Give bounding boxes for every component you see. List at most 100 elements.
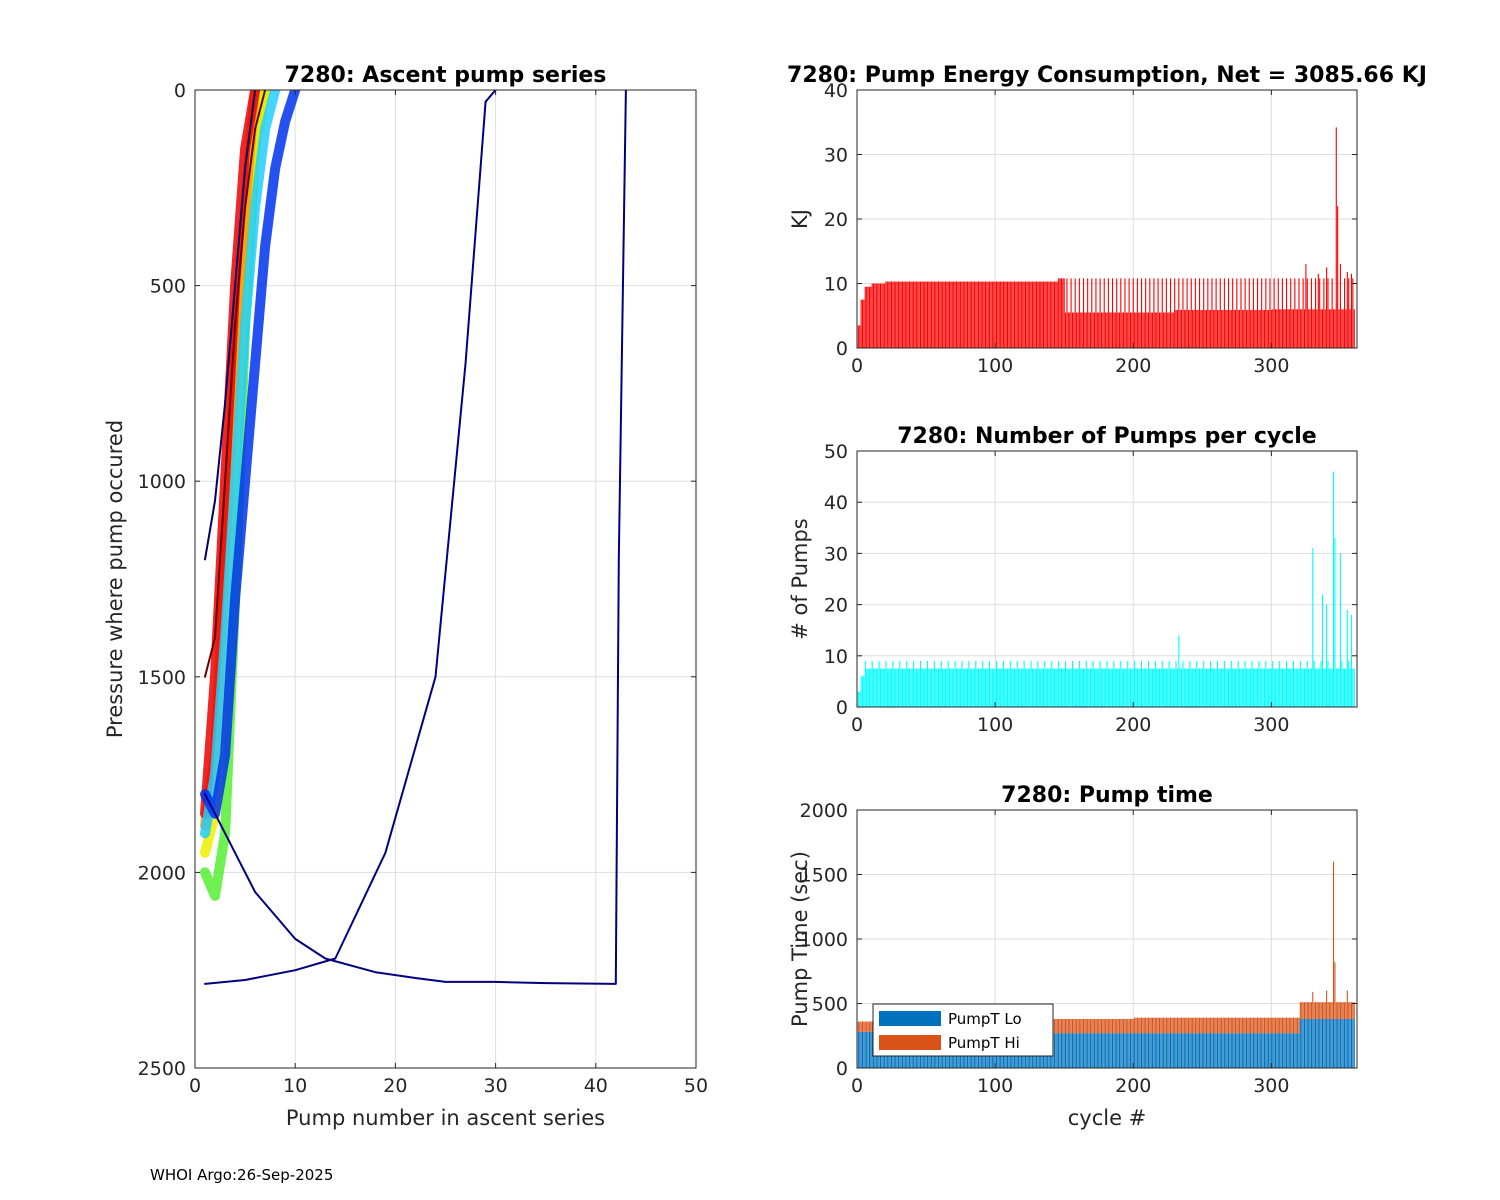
bar-cycle-42 [914, 281, 916, 348]
bar-cycle-284 [1248, 668, 1250, 707]
bar-lo-cycle-3 [860, 1031, 862, 1068]
bar-cycle-80 [966, 281, 969, 348]
bar-lo-cycle-243 [1192, 1033, 1194, 1068]
bar-cycle-73 [957, 668, 959, 707]
bar-lo-cycle-352 [1342, 1018, 1344, 1068]
bar-lo-cycle-149 [1062, 1033, 1064, 1068]
bar-cycle-105 [1001, 281, 1003, 348]
bar-cycle-84 [972, 281, 974, 348]
bar-cycle-168 [1088, 312, 1090, 348]
bar-cycle-212 [1149, 668, 1151, 707]
bar-hi-cycle-158 [1074, 1018, 1076, 1034]
y-tick-label: 2500 [138, 1058, 186, 1080]
bar-lo-cycle-267 [1225, 1033, 1227, 1068]
x-tick-label: 0 [851, 1075, 863, 1097]
bar-cycle-88 [977, 668, 980, 707]
bar-cycle-320 [1298, 278, 1300, 348]
bar-cycle-258 [1212, 668, 1214, 707]
bar-lo-cycle-146 [1058, 1033, 1060, 1068]
bar-lo-cycle-207 [1142, 1033, 1144, 1068]
bar-cycle-203 [1136, 668, 1138, 707]
bar-cycle-172 [1094, 668, 1096, 707]
bar-lo-cycle-177 [1100, 1033, 1103, 1068]
bar-cycle-298 [1268, 668, 1270, 707]
bar-hi-cycle-324 [1303, 1002, 1306, 1019]
bar-cycle-290 [1257, 668, 1259, 707]
bar-hi-cycle-294 [1262, 1017, 1264, 1034]
bar-lo-cycle-265 [1222, 1033, 1224, 1068]
bar-hi-cycle-323 [1302, 1002, 1304, 1019]
bar-hi-cycle-198 [1129, 1018, 1132, 1034]
bar-cycle-200 [1132, 278, 1134, 348]
bar-hi-cycle-281 [1244, 1017, 1246, 1034]
bar-hi-cycle-356 [1348, 1002, 1350, 1019]
bar-cycle-56 [933, 281, 935, 348]
x-tick-label: 300 [1253, 1075, 1289, 1097]
y-tick-label: 30 [824, 145, 848, 167]
bar-cycle-265 [1222, 309, 1224, 348]
bar-lo-cycle-190 [1118, 1033, 1120, 1068]
bar-cycle-78 [964, 281, 966, 348]
bar-cycle-63 [943, 668, 945, 707]
bar-cycle-350 [1339, 553, 1341, 707]
bar-cycle-288 [1254, 309, 1256, 348]
bar-hi-cycle-251 [1203, 1017, 1205, 1034]
bar-hi-cycle-301 [1272, 1017, 1274, 1034]
bar-cycle-79 [965, 668, 967, 707]
bar-hi-cycle-239 [1186, 1017, 1188, 1034]
bar-lo-cycle-258 [1212, 1033, 1214, 1068]
bar-cycle-102 [997, 281, 999, 348]
bar-cycle-97 [990, 281, 992, 348]
bar-lo-cycle-275 [1236, 1033, 1238, 1068]
bar-hi-cycle-344 [1331, 1002, 1333, 1019]
bar-cycle-95 [987, 281, 989, 348]
bar-lo-cycle-9 [868, 1031, 870, 1068]
bar-cycle-201 [1134, 660, 1136, 707]
bar-cycle-122 [1024, 668, 1027, 707]
bar-cycle-98 [991, 668, 993, 707]
bar-cycle-226 [1168, 312, 1170, 348]
bar-lo-cycle-159 [1076, 1033, 1078, 1068]
bar-lo-cycle-186 [1113, 1033, 1115, 1068]
bar-cycle-27 [893, 281, 895, 348]
bar-cycle-102 [997, 668, 999, 707]
bar-cycle-144 [1055, 668, 1057, 707]
bar-cycle-331 [1313, 309, 1315, 348]
bar-cycle-335 [1319, 668, 1321, 707]
bar-lo-cycle-330 [1312, 1018, 1314, 1068]
bar-cycle-307 [1280, 668, 1282, 707]
bar-cycle-137 [1045, 281, 1047, 348]
bar-cycle-125 [1029, 281, 1031, 348]
bar-cycle-213 [1150, 312, 1152, 348]
bar-cycle-13 [874, 668, 876, 707]
bar-hi-cycle-177 [1100, 1018, 1103, 1034]
bar-cycle-80 [966, 668, 969, 707]
bar-cycle-240 [1187, 309, 1190, 348]
bar-cycle-229 [1172, 668, 1174, 707]
bar-hi-cycle-241 [1189, 1017, 1191, 1034]
bar-cycle-194 [1124, 668, 1126, 707]
bar-cycle-117 [1018, 668, 1020, 707]
bar-hi-cycle-243 [1192, 1017, 1194, 1034]
ascent-y-axis-label: Pressure where pump occured [103, 420, 127, 738]
bar-cycle-5 [863, 299, 865, 349]
bar-cycle-15 [877, 283, 879, 348]
bar-cycle-313 [1288, 668, 1290, 707]
bar-cycle-28 [895, 668, 897, 707]
bar-cycle-92 [983, 281, 985, 348]
bar-cycle-111 [1009, 660, 1011, 707]
bar-cycle-134 [1041, 281, 1043, 348]
bar-lo-cycle-7 [866, 1031, 868, 1068]
ascent-axes-frame [194, 89, 697, 1069]
bar-cycle-242 [1190, 668, 1192, 707]
bar-hi-cycle-176 [1099, 1018, 1101, 1034]
bar-cycle-321 [1299, 660, 1301, 707]
bar-lo-cycle-225 [1167, 1033, 1169, 1068]
bar-cycle-44 [917, 281, 919, 348]
bar-cycle-9 [868, 668, 870, 707]
bar-hi-cycle-194 [1124, 1018, 1126, 1034]
bar-cycle-23 [888, 668, 890, 707]
bar-cycle-190 [1118, 668, 1120, 707]
bar-hi-cycle-187 [1114, 1018, 1116, 1034]
bar-cycle-191 [1120, 278, 1122, 348]
